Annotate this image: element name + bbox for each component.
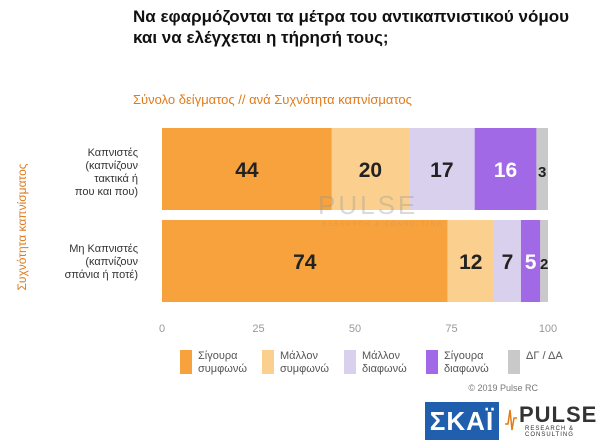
x-tick-label: 100 [539,323,557,335]
bar-value-label: 3 [538,164,546,181]
legend-label: Μάλλον διαφωνώ [362,350,407,375]
legend-label: Μάλλον συμφωνώ [280,350,329,375]
chart-subtitle: Σύνολο δείγματος // ανά Συχνότητα καπνίσ… [133,92,412,107]
bar-segment [540,220,548,302]
bar-value-label: 12 [459,251,482,274]
x-tick-label: 75 [445,323,457,335]
pulse-logo: PULSE RESEARCH & CONSULTING [505,404,597,440]
bar-segment [493,220,521,302]
legend-swatch [344,350,356,374]
bar-segment [162,220,448,302]
x-tick-label: 50 [349,323,361,335]
legend-label: Σίγουρα διαφωνώ [444,350,489,375]
bar-segment [447,220,494,302]
pulse-wave-icon [505,409,517,431]
bar-segment [520,220,541,302]
legend-label: ΔΓ / ΔΑ [526,350,563,362]
pulse-logo-wordmark: PULSE [519,402,598,427]
watermark-subtitle: RESEARCH & CONSULTING [322,222,444,228]
bar-value-label: 7 [502,251,514,274]
bar-segment [409,128,475,210]
bar-value-label: 5 [525,251,537,274]
legend: Σίγουρα συμφωνώ Μάλλον συμφωνώ Μάλλον διαφωνώ… [180,350,590,376]
bar-value-label: 74 [293,251,317,274]
bar-value-label: 17 [430,159,453,182]
bar-segment [474,128,537,210]
bar-value-label: 2 [540,256,548,273]
legend-item: Μάλλον συμφωνώ [262,350,344,376]
legend-item: ΔΓ / ΔΑ [508,350,590,376]
x-tick-label: 0 [159,323,165,335]
bar-value-label: 44 [235,159,259,182]
category-label: Μη Καπνιστές (καπνίζουν σπάνια ή ποτέ) [64,243,138,281]
legend-swatch [426,350,438,374]
pulse-logo-subtitle: RESEARCH & CONSULTING [525,426,575,438]
legend-swatch [508,350,520,374]
bar-value-label: 20 [359,159,382,182]
legend-item: Σίγουρα διαφωνώ [426,350,508,376]
copyright-credit: © 2019 Pulse RC [468,383,538,393]
chart-title: Να εφαρμόζονται τα μέτρα του αντικαπνιστ… [133,7,570,47]
legend-swatch [180,350,192,374]
legend-label: Σίγουρα συμφωνώ [198,350,247,375]
legend-item: Σίγουρα συμφωνώ [180,350,262,376]
skai-logo: ΣΚΑΪ [425,402,499,440]
bar-value-label: 16 [494,159,517,182]
category-label: Καπνιστές (καπνίζουν τακτικά ή που και που) [74,147,138,198]
bar-segment [331,128,410,210]
watermark: PULSE [318,190,419,220]
legend-item: Μάλλον διαφωνώ [344,350,426,376]
bar-segment [536,128,548,210]
x-tick-label: 25 [252,323,264,335]
legend-swatch [262,350,274,374]
bar-segment [162,128,332,210]
